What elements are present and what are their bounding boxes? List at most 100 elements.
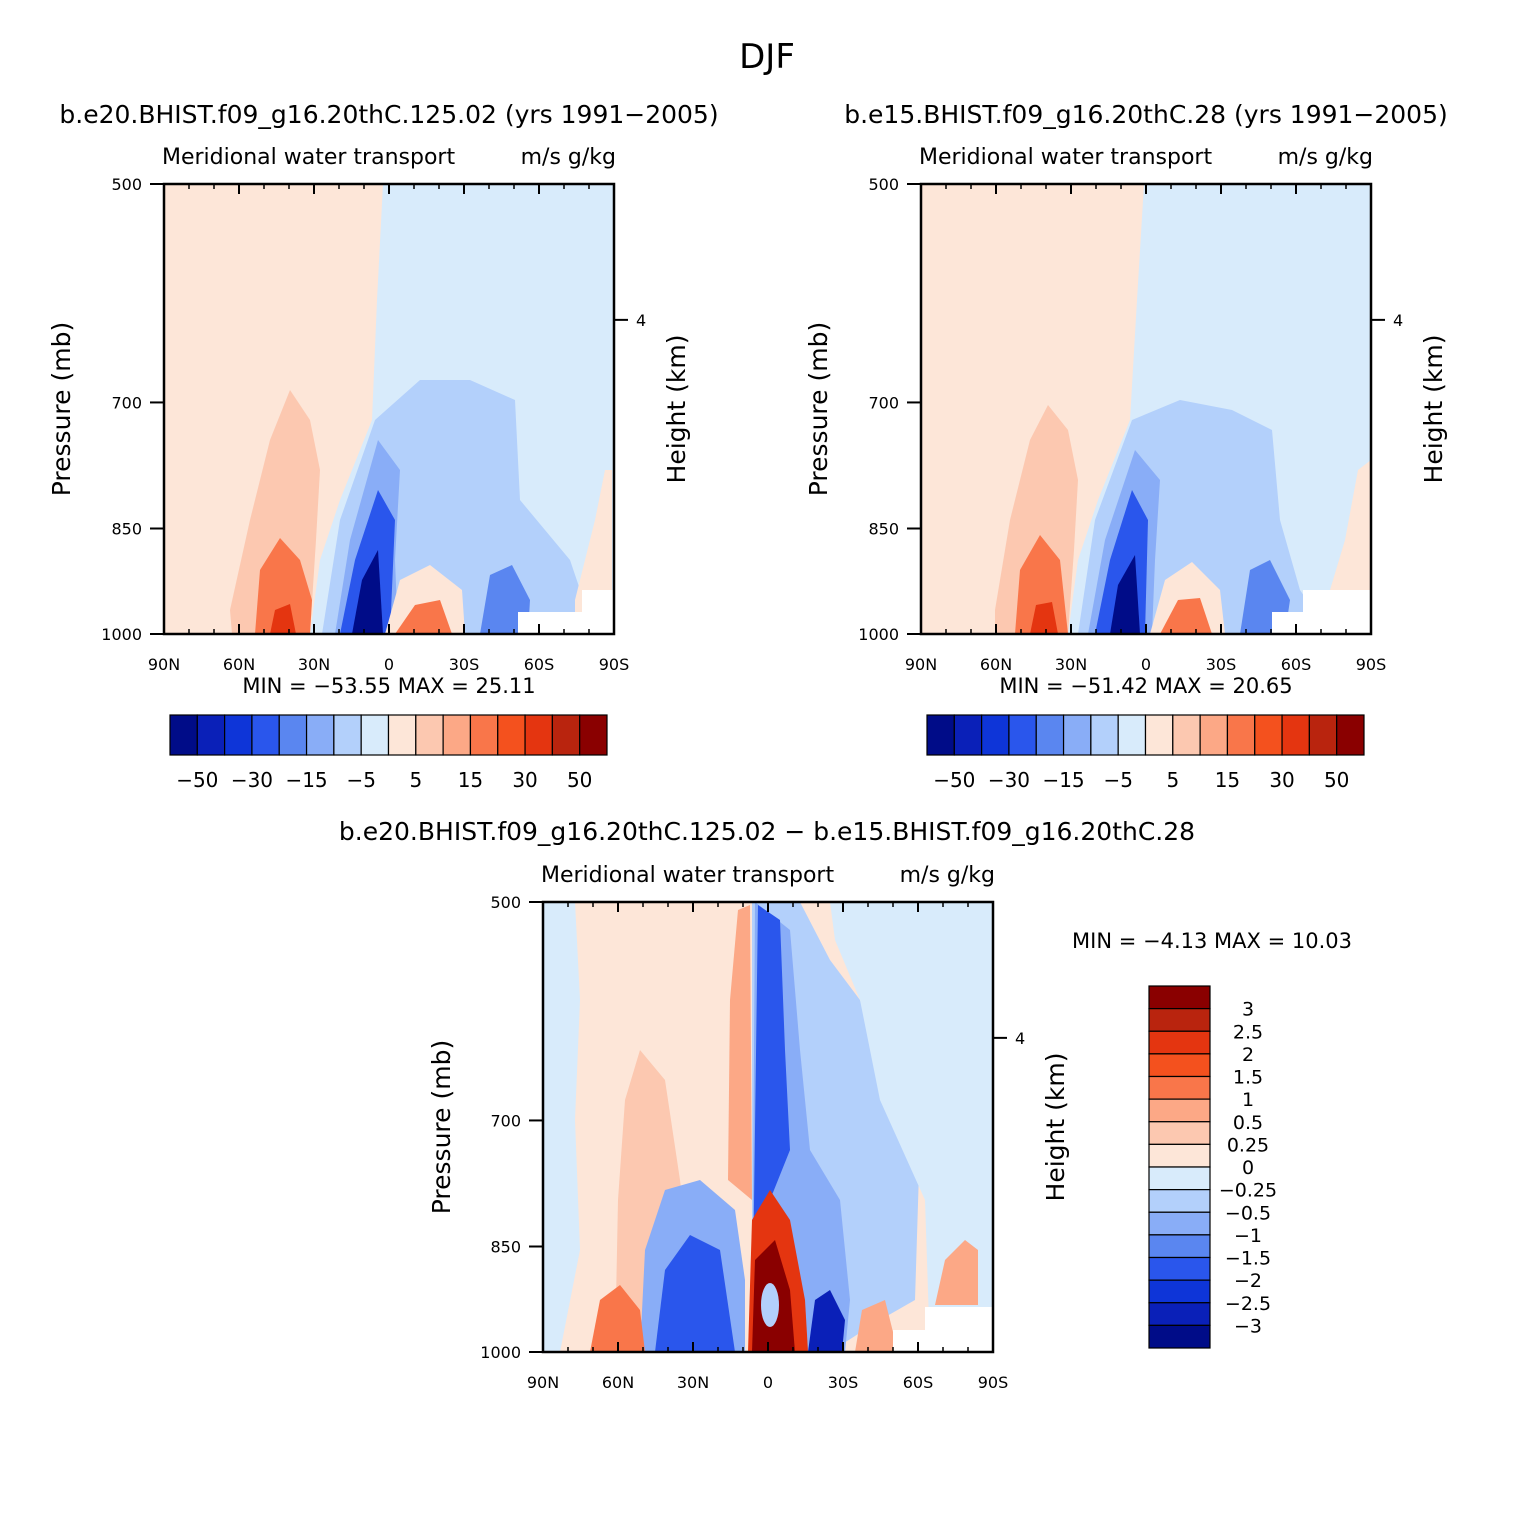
y-tick-label: 850 bbox=[490, 1237, 521, 1256]
colorbar-box bbox=[196, 714, 226, 756]
colorbar-label: 30 bbox=[1269, 768, 1294, 792]
colorbar-box bbox=[1148, 1324, 1211, 1349]
colorbar-label: 0 bbox=[1242, 1157, 1254, 1179]
colorbar-box bbox=[1199, 714, 1229, 756]
colorbar-label: 1.5 bbox=[1233, 1067, 1263, 1089]
x-tick-label: 60N bbox=[980, 655, 1012, 674]
colorbar-box bbox=[305, 714, 335, 756]
colorbar-box bbox=[1062, 714, 1092, 756]
y-tick-label: 500 bbox=[111, 175, 142, 194]
y-tick-label: 500 bbox=[868, 175, 899, 194]
x-tick-label: 90N bbox=[148, 655, 180, 674]
colorbar-box bbox=[1148, 985, 1211, 1010]
colorbar-label: −3 bbox=[1234, 1315, 1262, 1337]
colorbar-box bbox=[1117, 714, 1147, 756]
colorbar-label: −0.5 bbox=[1225, 1202, 1271, 1224]
y-right-tick-label: 4 bbox=[636, 311, 646, 330]
y-tick-label: 850 bbox=[868, 519, 899, 538]
panel-2-units: m/s g/kg bbox=[1278, 145, 1373, 170]
colorbar-label: 50 bbox=[567, 768, 592, 792]
colorbar-box bbox=[1148, 1302, 1211, 1326]
colorbar-box bbox=[1148, 1279, 1211, 1304]
y-tick-label: 700 bbox=[111, 393, 142, 412]
x-tick-label: 30S bbox=[828, 1373, 859, 1392]
x-tick-label: 30N bbox=[1055, 655, 1087, 674]
panel-3-missing-2 bbox=[925, 1307, 993, 1352]
panel-3-pos-south bbox=[855, 1300, 895, 1352]
colorbar-box bbox=[953, 714, 983, 756]
colorbar-box bbox=[415, 714, 444, 756]
panel-1-pos-south-core bbox=[395, 600, 452, 634]
colorbar-label: 15 bbox=[458, 768, 483, 792]
panel-3-field bbox=[543, 902, 993, 1352]
colorbar-label: −2.5 bbox=[1225, 1293, 1271, 1315]
colorbar-box bbox=[1148, 1121, 1211, 1145]
x-tick-label: 60N bbox=[223, 655, 255, 674]
colorbar-label: 30 bbox=[512, 768, 537, 792]
colorbar-label: 3 bbox=[1242, 999, 1254, 1021]
panel-2-stats: MIN = −51.42 MAX = 20.65 bbox=[999, 674, 1292, 698]
x-tick-label: 60S bbox=[524, 655, 555, 674]
colorbar-box bbox=[469, 714, 499, 756]
colorbar-box bbox=[1008, 714, 1037, 756]
colorbar-box bbox=[524, 714, 553, 756]
colorbar-box bbox=[442, 714, 472, 756]
colorbar-box bbox=[1308, 714, 1338, 756]
panel-3-pos-narrow bbox=[728, 905, 752, 1200]
colorbar-box bbox=[1148, 1189, 1211, 1213]
colorbar-label: −1 bbox=[1234, 1225, 1262, 1247]
panel-3-pos-pole bbox=[935, 1240, 978, 1305]
colorbar-label: 15 bbox=[1215, 768, 1240, 792]
y-right-tick-label: 4 bbox=[1015, 1029, 1025, 1048]
colorbar-box bbox=[224, 714, 253, 756]
colorbar-label: −15 bbox=[1042, 768, 1084, 792]
panel-3-ylabel: Pressure (mb) bbox=[427, 1040, 456, 1214]
colorbar-label: −5 bbox=[1103, 768, 1132, 792]
panel-1-neg-min bbox=[352, 550, 383, 634]
panel-3-units: m/s g/kg bbox=[900, 863, 995, 888]
colorbar-label: −30 bbox=[988, 768, 1030, 792]
panel-2-pos-region bbox=[921, 184, 1144, 634]
y-tick-label: 1000 bbox=[101, 625, 142, 644]
y-tick-label: 1000 bbox=[480, 1343, 521, 1362]
panel-1-pos-max bbox=[270, 604, 296, 634]
colorbar-box bbox=[333, 714, 362, 756]
panel-3-neg-west bbox=[543, 902, 580, 1352]
colorbar-box bbox=[1148, 1008, 1211, 1032]
colorbar-label: 0.5 bbox=[1233, 1112, 1263, 1134]
panel-3-neg-east bbox=[830, 902, 993, 1352]
panel-1-colorbar: −50 −30 −15 −5 5 15 30 50 bbox=[169, 714, 608, 792]
colorbar-box bbox=[1336, 714, 1365, 756]
panel-2-ylabel-right: Height (km) bbox=[1419, 335, 1448, 484]
x-tick-label: 0 bbox=[1141, 655, 1151, 674]
x-tick-label: 0 bbox=[763, 1373, 773, 1392]
colorbar-box bbox=[1148, 1053, 1211, 1078]
colorbar-box bbox=[1148, 1098, 1211, 1123]
x-tick-label: 60N bbox=[602, 1373, 634, 1392]
panel-1-title: b.e20.BHIST.f09_g16.20thC.125.02 (yrs 19… bbox=[59, 100, 718, 129]
x-tick-label: 30S bbox=[449, 655, 480, 674]
x-tick-label: 60S bbox=[903, 1373, 934, 1392]
colorbar-box bbox=[1090, 714, 1119, 756]
y-tick-label: 700 bbox=[868, 393, 899, 412]
panel-3-stats: MIN = −4.13 MAX = 10.03 bbox=[1072, 929, 1352, 953]
colorbar-box bbox=[1254, 714, 1283, 756]
panel-3-x-axis: 90N 60N 30N 0 30S 60S 90S 500 700 850 1000 4 bbox=[480, 893, 1025, 1392]
panel-2-pos-max bbox=[1030, 602, 1058, 634]
y-tick-label: 700 bbox=[490, 1111, 521, 1130]
colorbar-box bbox=[1172, 714, 1201, 756]
colorbar-box bbox=[1148, 1075, 1211, 1100]
colorbar-label: −0.25 bbox=[1219, 1180, 1277, 1202]
x-tick-label: 60S bbox=[1281, 655, 1312, 674]
panel-2-left-string: Meridional water transport bbox=[919, 145, 1212, 170]
colorbar-box bbox=[1148, 1143, 1211, 1168]
x-tick-label: 30N bbox=[298, 655, 330, 674]
colorbar-box bbox=[1144, 714, 1174, 756]
panel-1-missing-2 bbox=[582, 590, 614, 634]
colorbar-label: −2 bbox=[1234, 1270, 1262, 1292]
y-tick-label: 850 bbox=[111, 519, 142, 538]
figure-title: DJF bbox=[739, 37, 795, 77]
panel-2-pos-core bbox=[1015, 535, 1068, 634]
colorbar-box bbox=[1281, 714, 1310, 756]
